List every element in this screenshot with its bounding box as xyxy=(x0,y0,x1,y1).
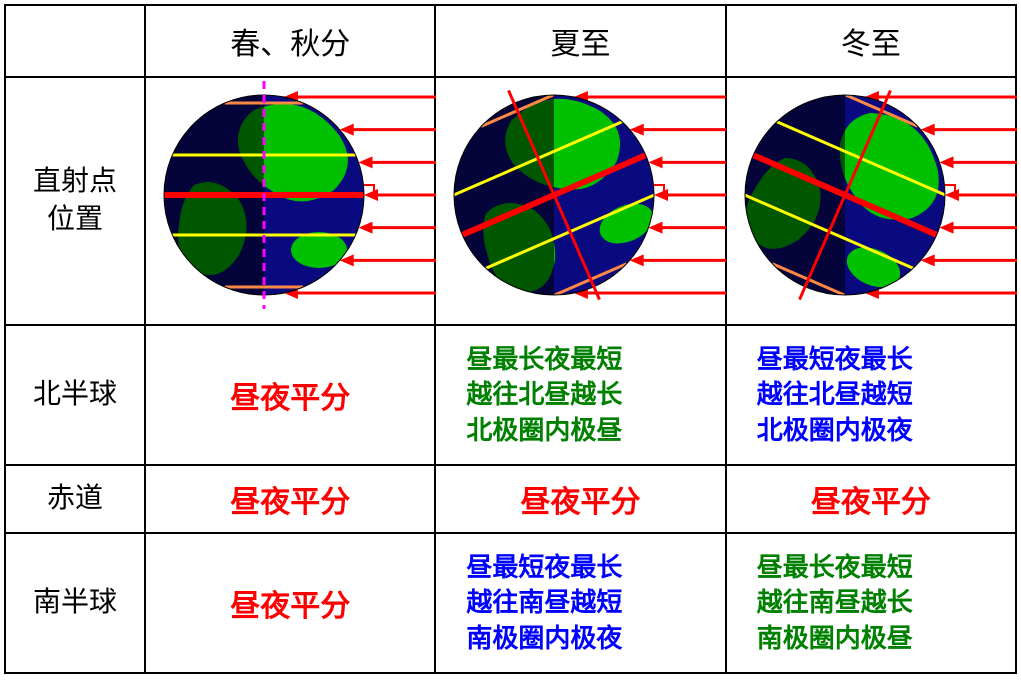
cell-south-summer-l1: 昼最短夜最长 xyxy=(466,550,716,585)
cell-north-summer-l1: 昼最长夜最短 xyxy=(466,342,716,377)
cell-south-winter-l1: 昼最长夜最短 xyxy=(757,550,1007,585)
cell-north-winter-l2: 越往北昼越短 xyxy=(757,377,1007,412)
header-spring-autumn: 春、秋分 xyxy=(145,5,435,77)
globe-cell-spring-autumn xyxy=(145,77,435,325)
globe-spring-autumn xyxy=(146,78,434,324)
rowlabel-subsolar-line1: 直射点位置 xyxy=(33,166,117,235)
cell-north-winter-l3: 北极圈内极夜 xyxy=(757,413,1007,448)
globe-cell-summer xyxy=(435,77,725,325)
cell-eq-spring: 昼夜平分 xyxy=(145,465,435,533)
cell-south-winter: 昼最长夜最短 越往南昼越长 南极圈内极昼 xyxy=(726,533,1016,673)
cell-north-summer-l3: 北极圈内极昼 xyxy=(466,413,716,448)
cell-eq-summer: 昼夜平分 xyxy=(435,465,725,533)
globe-winter xyxy=(727,78,1015,324)
solar-terms-table: 春、秋分 夏至 冬至 直射点位置 北半球 昼夜平分 昼最长夜最短 越往北昼越长 … xyxy=(4,4,1017,674)
cell-south-spring: 昼夜平分 xyxy=(145,533,435,673)
header-summer: 夏至 xyxy=(435,5,725,77)
rowlabel-equator: 赤道 xyxy=(5,465,145,533)
cell-north-spring: 昼夜平分 xyxy=(145,325,435,465)
cell-south-winter-l3: 南极圈内极昼 xyxy=(757,621,1007,656)
south-row: 南半球 昼夜平分 昼最短夜最长 越往南昼越短 南极圈内极夜 昼最长夜最短 越往南… xyxy=(5,533,1016,673)
cell-south-summer-l3: 南极圈内极夜 xyxy=(466,621,716,656)
rowlabel-south: 南半球 xyxy=(5,533,145,673)
cell-north-winter-l1: 昼最短夜最长 xyxy=(757,342,1007,377)
header-blank xyxy=(5,5,145,77)
subsolar-row: 直射点位置 xyxy=(5,77,1016,325)
globe-summer xyxy=(436,78,724,324)
equator-row: 赤道 昼夜平分 昼夜平分 昼夜平分 xyxy=(5,465,1016,533)
cell-north-summer-l2: 越往北昼越长 xyxy=(466,377,716,412)
cell-south-summer: 昼最短夜最长 越往南昼越短 南极圈内极夜 xyxy=(435,533,725,673)
globe-cell-winter xyxy=(726,77,1016,325)
cell-north-winter: 昼最短夜最长 越往北昼越短 北极圈内极夜 xyxy=(726,325,1016,465)
north-row: 北半球 昼夜平分 昼最长夜最短 越往北昼越长 北极圈内极昼 昼最短夜最长 越往北… xyxy=(5,325,1016,465)
cell-south-winter-l2: 越往南昼越长 xyxy=(757,585,1007,620)
header-row: 春、秋分 夏至 冬至 xyxy=(5,5,1016,77)
cell-north-summer: 昼最长夜最短 越往北昼越长 北极圈内极昼 xyxy=(435,325,725,465)
header-winter: 冬至 xyxy=(726,5,1016,77)
rowlabel-north: 北半球 xyxy=(5,325,145,465)
rowlabel-subsolar: 直射点位置 xyxy=(5,77,145,325)
cell-south-summer-l2: 越往南昼越短 xyxy=(466,585,716,620)
cell-eq-winter: 昼夜平分 xyxy=(726,465,1016,533)
